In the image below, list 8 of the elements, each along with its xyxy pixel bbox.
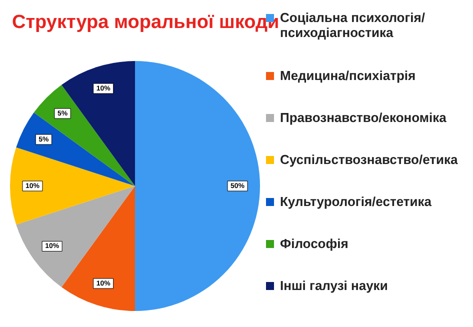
legend-label: Суспільствознавство/етика	[280, 152, 458, 167]
chart-title: Структура моральної шкоди	[12, 12, 280, 34]
legend-label: Медицина/психіатрія	[280, 68, 416, 83]
legend-label: Правознавство/економіка	[280, 110, 446, 125]
legend-label: Культурологія/естетика	[280, 194, 432, 209]
legend-label: Соціальна психологія/психодіагностика	[280, 10, 426, 40]
legend-label: Інші галузі науки	[280, 278, 388, 293]
legend-label: Філософія	[280, 236, 348, 251]
